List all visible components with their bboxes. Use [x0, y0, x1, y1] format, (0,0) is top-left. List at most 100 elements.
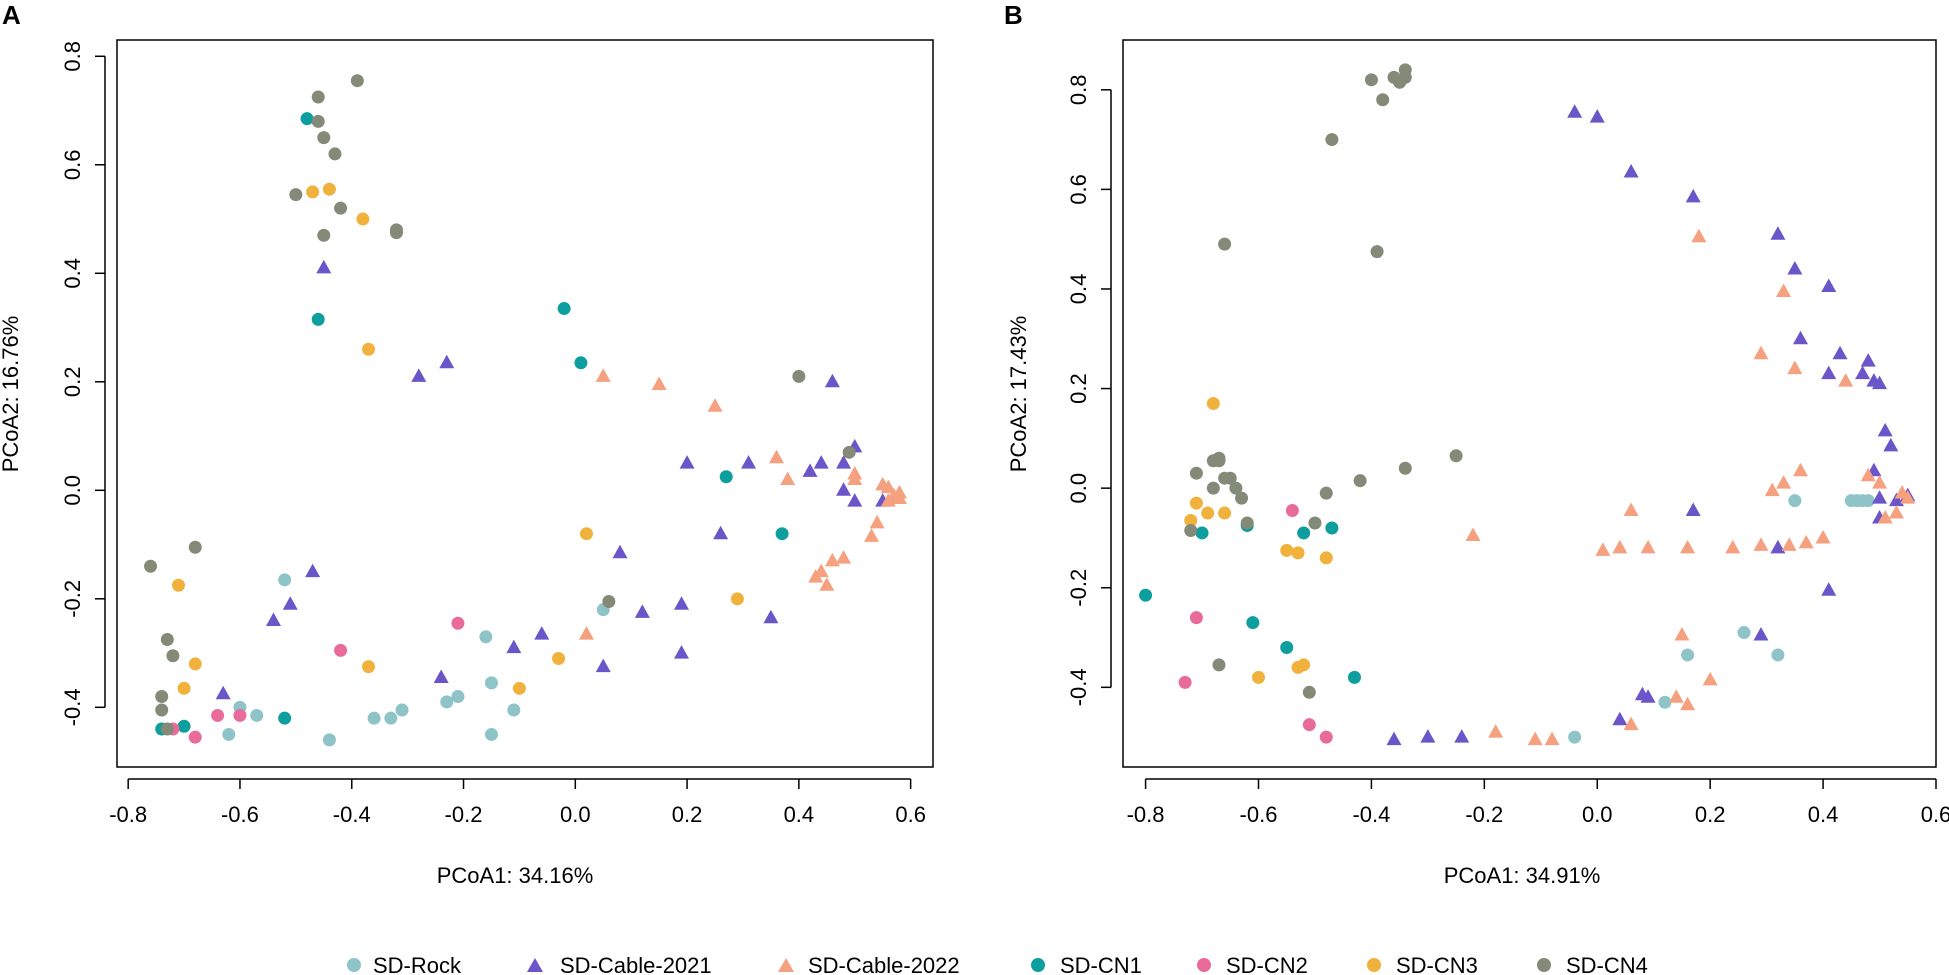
point-sd-cable-2021 [1567, 104, 1583, 118]
point-sd-cn4 [1189, 466, 1203, 480]
point-sd-cn1 [1325, 521, 1339, 535]
point-sd-cn1 [1347, 670, 1361, 684]
point-sd-cn3 [1280, 543, 1294, 557]
x-tick-label-b: 0.6 [1921, 802, 1949, 827]
legend-label-sd-cn2: SD-CN2 [1226, 953, 1308, 975]
point-sd-cn3 [1184, 514, 1198, 528]
series-sd-cn2-a [166, 616, 465, 744]
point-sd-cn3 [1297, 658, 1311, 672]
point-sd-cn3 [1218, 506, 1232, 520]
point-sd-cn4 [155, 703, 169, 717]
point-sd-cn3 [1319, 551, 1333, 565]
y-tick-label-a: 0.2 [60, 367, 85, 398]
x-tick-label-a: -0.2 [445, 802, 483, 827]
point-sd-cn4 [289, 188, 303, 202]
point-sd-cable-2022 [1623, 716, 1639, 731]
point-sd-cn1 [177, 719, 191, 733]
legend-marker-sd-cn4 [1537, 958, 1551, 972]
legend-label-sd-rock: SD-Rock [373, 953, 462, 975]
point-sd-cable-2021 [713, 525, 729, 540]
y-tick-label-b: -0.2 [1066, 569, 1091, 607]
point-sd-cable-2021 [847, 493, 863, 507]
point-sd-cn1 [775, 527, 789, 541]
y-tick-label-a: 0.4 [60, 258, 85, 289]
x-tick-label-a: 0.4 [784, 802, 815, 827]
point-sd-rock [440, 695, 454, 709]
legend-label-sd-cable-2021: SD-Cable-2021 [560, 953, 712, 975]
point-sd-cn2 [451, 616, 465, 630]
y-axis-title-a: PCoA2: 16.76% [0, 316, 23, 473]
point-sd-cable-2021 [1821, 365, 1837, 380]
x-tick-label-a: 0.0 [560, 802, 591, 827]
point-sd-cable-2021 [673, 596, 689, 610]
legend-label-sd-cn3: SD-CN3 [1396, 953, 1478, 975]
point-sd-cable-2022 [578, 626, 594, 640]
point-sd-rock [484, 727, 498, 741]
legend-marker-sd-rock [347, 958, 361, 972]
point-sd-cable-2021 [1787, 261, 1803, 275]
point-sd-cn4 [792, 369, 806, 383]
point-sd-cable-2021 [1855, 365, 1871, 380]
point-sd-cable-2022 [869, 514, 885, 529]
x-tick-label-b: 0.4 [1808, 802, 1839, 827]
point-sd-cn4 [389, 226, 403, 240]
point-sd-cable-2021 [1386, 731, 1402, 746]
point-sd-cn2 [211, 708, 225, 722]
x-tick-label-b: -0.8 [1127, 802, 1165, 827]
point-sd-cable-2022 [769, 449, 785, 464]
legend: SD-Rock SD-Cable-2021 SD-Cable-2022 SD-C… [347, 953, 1648, 975]
point-sd-cn2 [1178, 675, 1192, 689]
point-sd-cn1 [1297, 526, 1311, 540]
point-sd-cable-2022 [1764, 482, 1780, 497]
point-sd-cn4 [350, 74, 364, 88]
point-sd-cn3 [1201, 506, 1215, 520]
point-sd-cn3 [552, 651, 566, 665]
point-sd-rock [1861, 494, 1875, 508]
point-sd-cn3 [188, 657, 202, 671]
point-sd-cn4 [328, 147, 342, 161]
point-sd-cn3 [171, 578, 185, 592]
x-tick-label-b: 0.0 [1582, 802, 1613, 827]
y-tick-label-b: -0.4 [1066, 668, 1091, 706]
point-sd-cable-2021 [1420, 729, 1436, 743]
axes-b: -0.8 -0.6 -0.4 -0.2 0.0 0.2 0.4 0.6 -0.4 -0.2 0.0 0… [1066, 74, 1949, 827]
point-sd-cn4 [166, 649, 180, 663]
point-sd-cable-2022 [1527, 731, 1543, 746]
series-sd-cable-2021-a [215, 259, 902, 700]
point-sd-cable-2022 [1860, 467, 1876, 482]
point-sd-cable-2022 [1725, 539, 1741, 554]
point-sd-cable-2021 [836, 482, 852, 496]
point-sd-cn4 [1398, 461, 1412, 475]
y-axis-title-b: PCoA2: 17.43% [1006, 316, 1031, 473]
point-sd-cable-2021 [1612, 711, 1628, 726]
panel-b: B -0.8 -0.6 -0.4 -0.2 0.0 0.2 0.4 0.6 -0.4 -0.2 0.… [1004, 0, 1949, 888]
point-sd-cable-2021 [305, 563, 321, 578]
point-sd-cable-2021 [1454, 729, 1470, 743]
point-sd-rock [222, 727, 236, 741]
point-sd-cable-2022 [1691, 228, 1707, 243]
point-sd-cable-2021 [1877, 422, 1893, 437]
point-sd-rock [278, 573, 292, 587]
point-sd-rock [395, 703, 409, 717]
legend-item-sd-cn2: SD-CN2 [1197, 953, 1308, 975]
point-sd-cable-2021 [673, 645, 689, 659]
point-sd-cn4 [311, 114, 325, 128]
point-sd-cable-2022 [847, 471, 863, 485]
point-sd-cable-2021 [634, 604, 650, 618]
point-sd-cable-2022 [880, 479, 896, 494]
y-tick-label-a: 0.0 [60, 475, 85, 506]
point-sd-cn2 [334, 643, 348, 657]
point-sd-cn4 [1218, 237, 1232, 251]
x-tick-label-b: -0.4 [1352, 802, 1390, 827]
point-sd-cn4 [602, 595, 616, 609]
point-sd-cn3 [362, 660, 376, 674]
point-sd-cn2 [233, 708, 247, 722]
point-sd-rock [367, 711, 381, 725]
point-sd-cn4 [317, 131, 331, 145]
point-sd-cable-2022 [1776, 283, 1792, 297]
point-sd-cn4 [1319, 486, 1333, 500]
point-sd-rock [451, 689, 465, 703]
point-sd-cable-2022 [1787, 360, 1803, 375]
points-b [1139, 63, 1916, 746]
point-sd-cable-2022 [836, 550, 852, 564]
